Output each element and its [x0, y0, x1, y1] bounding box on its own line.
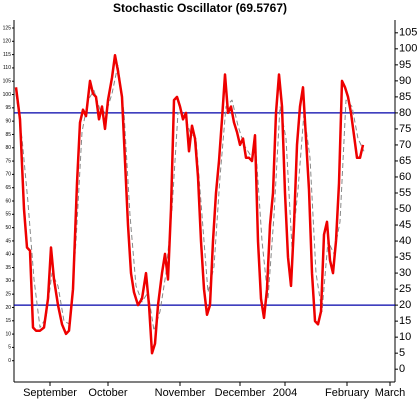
x-tick-label: October	[88, 387, 127, 399]
y-tick-label: 100	[399, 43, 417, 55]
y2-tick-label: 0	[8, 358, 11, 364]
y2-tick-label: 75	[5, 158, 11, 164]
y2-tick-label: 35	[5, 265, 11, 271]
y2-tick-label: 5	[8, 345, 11, 351]
signal-line	[15, 64, 365, 332]
y2-tick-label: 80	[5, 145, 11, 151]
y2-tick-label: 25	[5, 291, 11, 297]
y-tick-label: 10	[399, 331, 411, 343]
y2-tick-label: 115	[3, 52, 11, 58]
y-tick-label: 85	[399, 91, 411, 103]
y-tick-label: 0	[399, 363, 405, 375]
y2-tick-label: 120	[3, 39, 12, 45]
y-tick-label: 5	[399, 347, 405, 359]
y-tick-label: 50	[399, 203, 411, 215]
y-tick-label: 95	[399, 59, 411, 71]
y2-tick-label: 85	[5, 132, 11, 138]
x-tick-label: November	[155, 387, 206, 399]
y-tick-label: 55	[399, 187, 411, 199]
y2-tick-label: 110	[3, 65, 11, 71]
y2-tick-label: 40	[5, 252, 11, 258]
y2-tick-label: 20	[5, 305, 11, 311]
y2-tick-label: 60	[5, 198, 11, 204]
x-tick-label: February	[325, 387, 370, 399]
y2-tick-label: 65	[5, 185, 11, 191]
y-tick-label: 60	[399, 171, 411, 183]
x-tick-label: 2004	[273, 387, 297, 399]
x-tick-label: September	[23, 387, 77, 399]
y-tick-label: 25	[399, 283, 411, 295]
y2-tick-label: 125	[3, 25, 12, 31]
y-tick-label: 80	[399, 107, 411, 119]
y-tick-label: 20	[399, 299, 411, 311]
stochastic-line	[14, 53, 365, 355]
x-tick-label: December	[215, 387, 266, 399]
y2-tick-label: 90	[5, 118, 11, 124]
y2-tick-label: 30	[5, 278, 11, 284]
y-tick-label: 45	[399, 219, 411, 231]
y-tick-label: 40	[399, 235, 411, 247]
y-tick-label: 105	[399, 27, 417, 39]
y2-tick-label: 10	[5, 331, 11, 337]
y-tick-label: 70	[399, 139, 411, 151]
chart-title: Stochastic Oscillator (69.5767)	[113, 1, 287, 15]
y-tick-label: 65	[399, 155, 411, 167]
x-tick-label: March	[375, 387, 406, 399]
y2-tick-label: 95	[5, 105, 11, 111]
y-tick-label: 15	[399, 315, 411, 327]
y-tick-label: 90	[399, 75, 411, 87]
y-tick-label: 30	[399, 267, 411, 279]
y-tick-label: 35	[399, 251, 411, 263]
y2-tick-label: 55	[5, 212, 11, 218]
y2-tick-label: 45	[5, 238, 11, 244]
y2-tick-label: 70	[5, 172, 11, 178]
y2-tick-label: 15	[5, 318, 11, 324]
y2-tick-label: 50	[5, 225, 11, 231]
y2-tick-label: 100	[3, 92, 12, 98]
y2-tick-label: 105	[3, 79, 12, 85]
y-tick-label: 75	[399, 123, 411, 135]
